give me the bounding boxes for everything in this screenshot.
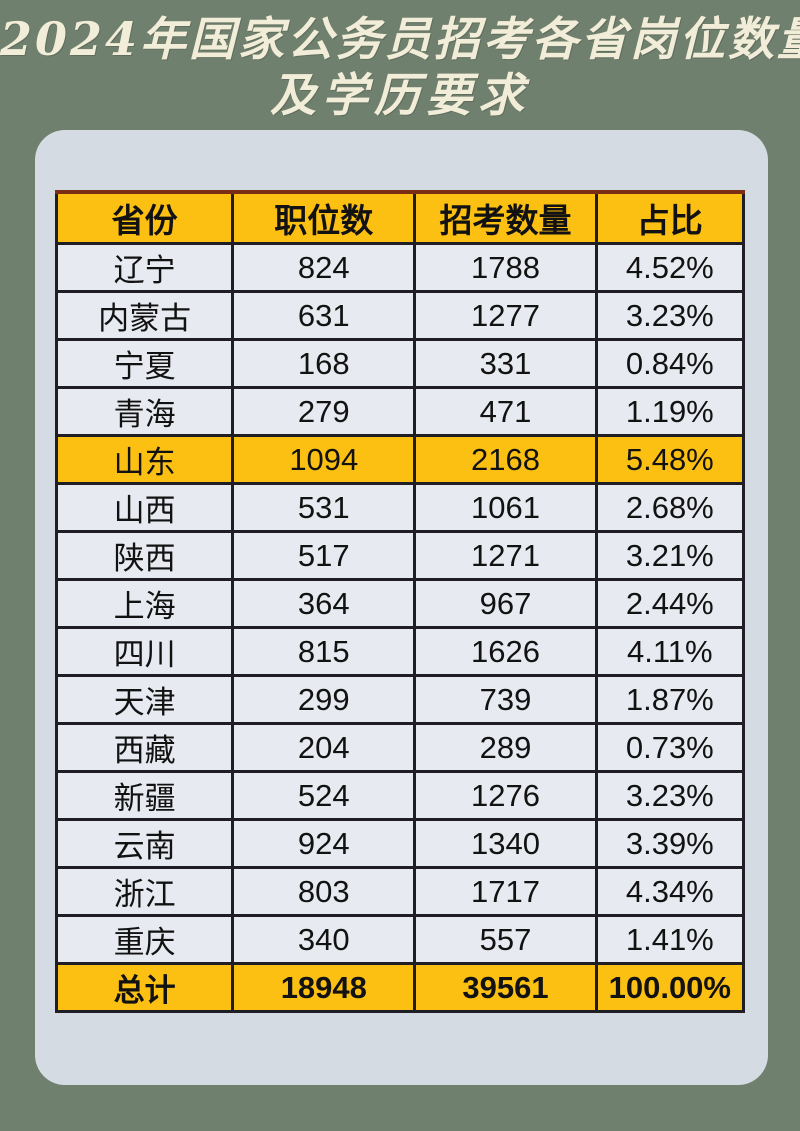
cell-positions: 824 [231,242,417,293]
cell-recruits: 289 [413,722,598,773]
table-row: 青海 279 471 1.19% [54,386,746,437]
cell-share: 2.44% [594,578,746,629]
cell-share: 1.19% [594,386,746,437]
table-row: 辽宁 824 1788 4.52% [54,242,746,293]
cell-province: 天津 [54,674,235,725]
cell-share: 2.68% [594,482,746,533]
header-province: 省份 [54,190,235,245]
cell-positions: 168 [231,338,417,389]
table-row: 宁夏 168 331 0.84% [54,338,746,389]
table-row: 新疆 524 1276 3.23% [54,770,746,821]
table-row: 上海 364 967 2.44% [54,578,746,629]
cell-positions: 340 [231,914,417,965]
table-row: 山东 1094 2168 5.48% [54,434,746,485]
cell-share: 0.73% [594,722,746,773]
page-title: 2024年国家公务员招考各省岗位数量 及学历要求 [0,8,800,120]
cell-share: 3.39% [594,818,746,869]
cell-positions: 1094 [231,434,417,485]
title-line-2: 及学历要求 [270,68,530,122]
cell-recruits: 1276 [413,770,598,821]
cell-recruits: 1788 [413,242,598,293]
cell-recruits: 1277 [413,290,598,341]
cell-recruits: 967 [413,578,598,629]
cell-province: 内蒙古 [54,290,235,341]
table-row: 西藏 204 289 0.73% [54,722,746,773]
cell-positions: 815 [231,626,417,677]
cell-recruits: 39561 [413,962,598,1013]
table-row: 山西 531 1061 2.68% [54,482,746,533]
cell-province: 总计 [54,962,235,1013]
cell-recruits: 739 [413,674,598,725]
cell-positions: 18948 [231,962,417,1013]
table-row: 陕西 517 1271 3.21% [54,530,746,581]
header-share: 占比 [594,190,746,245]
cell-positions: 279 [231,386,417,437]
cell-positions: 803 [231,866,417,917]
header-recruits: 招考数量 [413,190,598,245]
cell-province: 山东 [54,434,235,485]
cell-positions: 204 [231,722,417,773]
cell-recruits: 1271 [413,530,598,581]
table-row: 浙江 803 1717 4.34% [54,866,746,917]
cell-share: 5.48% [594,434,746,485]
table-row: 内蒙古 631 1277 3.23% [54,290,746,341]
cell-positions: 364 [231,578,417,629]
cell-positions: 299 [231,674,417,725]
cell-share: 100.00% [594,962,746,1013]
cell-province: 山西 [54,482,235,533]
cell-recruits: 471 [413,386,598,437]
cell-province: 云南 [54,818,235,869]
cell-recruits: 1061 [413,482,598,533]
cell-province: 上海 [54,578,235,629]
cell-share: 0.84% [594,338,746,389]
cell-province: 宁夏 [54,338,235,389]
cell-share: 3.21% [594,530,746,581]
cell-province: 浙江 [54,866,235,917]
table-row: 天津 299 739 1.87% [54,674,746,725]
cell-share: 3.23% [594,290,746,341]
cell-share: 4.34% [594,866,746,917]
cell-province: 辽宁 [54,242,235,293]
cell-share: 4.52% [594,242,746,293]
title-line-1: 2024年国家公务员招考各省岗位数量 [0,12,800,66]
cell-recruits: 331 [413,338,598,389]
cell-positions: 924 [231,818,417,869]
cell-share: 1.87% [594,674,746,725]
cell-recruits: 557 [413,914,598,965]
cell-province: 陕西 [54,530,235,581]
cell-province: 西藏 [54,722,235,773]
cell-province: 青海 [54,386,235,437]
cell-recruits: 2168 [413,434,598,485]
cell-share: 4.11% [594,626,746,677]
cell-positions: 524 [231,770,417,821]
table-row: 云南 924 1340 3.39% [54,818,746,869]
cell-share: 3.23% [594,770,746,821]
cell-share: 1.41% [594,914,746,965]
cell-positions: 631 [231,290,417,341]
table-total-row: 总计 18948 39561 100.00% [54,962,746,1013]
cell-province: 新疆 [54,770,235,821]
cell-recruits: 1340 [413,818,598,869]
cell-positions: 517 [231,530,417,581]
cell-province: 重庆 [54,914,235,965]
province-table: 省份 职位数 招考数量 占比 辽宁 824 1788 4.52% 内蒙古 631 1277 3… [54,190,746,1013]
content-card: 省份 职位数 招考数量 占比 辽宁 824 1788 4.52% 内蒙古 631 1277 3… [35,130,768,1085]
cell-recruits: 1626 [413,626,598,677]
cell-positions: 531 [231,482,417,533]
cell-province: 四川 [54,626,235,677]
table-row: 重庆 340 557 1.41% [54,914,746,965]
cell-recruits: 1717 [413,866,598,917]
header-positions: 职位数 [231,190,417,245]
table-row: 四川 815 1626 4.11% [54,626,746,677]
table-header-row: 省份 职位数 招考数量 占比 [54,190,746,245]
